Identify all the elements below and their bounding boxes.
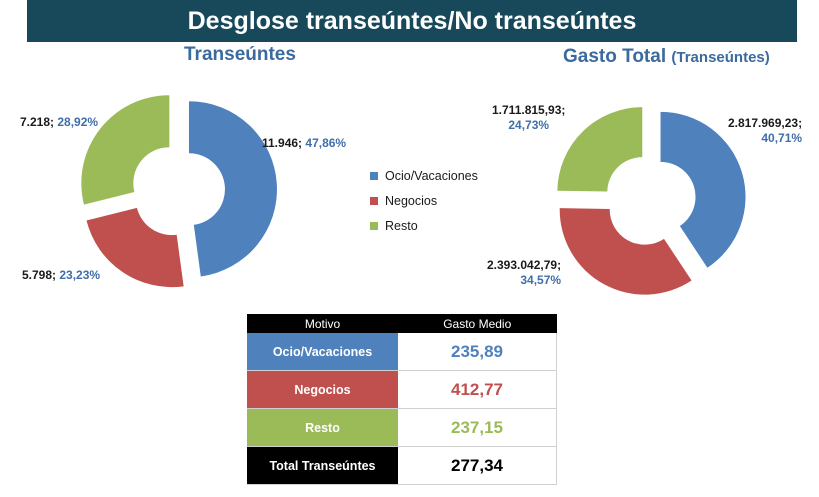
motivo-cell: Ocio/Vacaciones <box>247 333 398 371</box>
donut-slice-negocios <box>559 208 692 295</box>
legend-swatch <box>370 196 378 205</box>
chart-title-text: Gasto Total <box>563 46 667 67</box>
legend-item-resto: Resto <box>370 213 478 238</box>
chart-subtitle: (Transeúntes) <box>671 49 770 66</box>
percent-label: 40,71% <box>761 131 803 145</box>
legend-label: Ocio/Vacaciones <box>385 168 478 183</box>
table-row-total: Total Transeúntes 277,34 <box>247 446 557 485</box>
page-title: Desglose transeúntes/No transeúntes <box>187 6 637 35</box>
gasto-cell: 277,34 <box>398 446 557 485</box>
table-row: Resto 237,15 <box>247 408 557 447</box>
value-label: 5.798; <box>22 268 57 282</box>
column-header-gasto-medio: Gasto Medio <box>398 314 557 333</box>
donut-slice-negocios <box>86 207 184 288</box>
donut-slice-ocio <box>660 111 746 268</box>
data-label-ocio: 2.817.969,23; 40,71% <box>728 116 802 146</box>
gasto-medio-table: Motivo Gasto Medio Ocio/Vacaciones 235,8… <box>247 314 557 485</box>
data-label-negocios: 2.393.042,79; 34,57% <box>487 258 561 288</box>
percent-label: 34,57% <box>520 273 562 287</box>
chart-title-transeuntes: Transeúntes <box>184 44 296 66</box>
value-label: 1.711.815,93; <box>492 103 566 117</box>
percent-label: 24,73% <box>508 118 550 132</box>
gasto-cell: 412,77 <box>398 370 557 409</box>
donut-slice-ocio <box>188 101 277 277</box>
value-label: 2.817.969,23; <box>728 116 803 130</box>
donut-slice-resto <box>557 107 643 192</box>
page-title-banner: Desglose transeúntes/No transeúntes <box>27 0 797 42</box>
chart-title-text: Transeúntes <box>184 44 296 65</box>
percent-label: 28,92% <box>57 115 99 129</box>
table-header-row: Motivo Gasto Medio <box>247 314 557 333</box>
column-header-motivo: Motivo <box>247 314 398 333</box>
gasto-cell: 235,89 <box>398 333 557 371</box>
data-label-ocio: 11.946; 47,86% <box>262 136 346 151</box>
value-label: 7.218; <box>20 115 55 129</box>
motivo-cell: Total Transeúntes <box>247 446 398 485</box>
chart-legend: Ocio/Vacaciones Negocios Resto <box>370 163 478 238</box>
legend-label: Resto <box>385 218 418 233</box>
gasto-cell: 237,15 <box>398 408 557 447</box>
table-row: Ocio/Vacaciones 235,89 <box>247 333 557 371</box>
donut-slice-resto <box>81 95 170 205</box>
motivo-cell: Resto <box>247 408 398 447</box>
legend-label: Negocios <box>385 193 438 208</box>
legend-swatch <box>370 171 378 180</box>
data-label-resto: 7.218; 28,92% <box>20 115 98 130</box>
percent-label: 47,86% <box>305 136 347 150</box>
table-row: Negocios 412,77 <box>247 370 557 409</box>
value-label: 2.393.042,79; <box>487 258 562 272</box>
percent-label: 23,23% <box>59 268 101 282</box>
legend-swatch <box>370 221 378 230</box>
legend-item-negocios: Negocios <box>370 188 478 213</box>
motivo-cell: Negocios <box>247 370 398 409</box>
legend-item-ocio: Ocio/Vacaciones <box>370 163 478 188</box>
value-label: 11.946; <box>262 136 303 150</box>
data-label-resto: 1.711.815,93; 24,73% <box>492 103 565 133</box>
chart-title-gasto-total: Gasto Total (Transeúntes) <box>563 46 770 68</box>
data-label-negocios: 5.798; 23,23% <box>22 268 100 283</box>
